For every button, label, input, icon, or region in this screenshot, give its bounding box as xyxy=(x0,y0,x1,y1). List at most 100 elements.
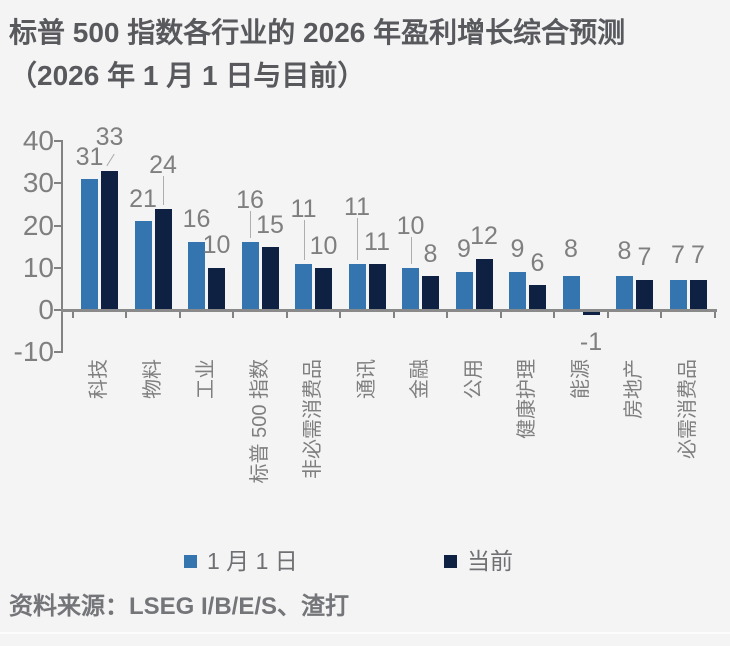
bar-s2-c3 xyxy=(261,246,279,310)
bar-label-s2-c5: 11 xyxy=(364,227,390,256)
x-axis-label-c7: 公用 xyxy=(462,359,485,399)
bar-label-s2-c2: 10 xyxy=(202,230,231,259)
bar-s1-c11 xyxy=(669,280,687,310)
bar-s2-c1 xyxy=(154,208,172,310)
x-axis-label-c0: 科技 xyxy=(88,359,110,399)
x-axis-tick-mark xyxy=(660,309,663,318)
leader-line-s1-c6 xyxy=(410,236,412,264)
y-axis-tick-label-40: 40 xyxy=(22,125,54,156)
leader-line-s1-c5 xyxy=(357,217,358,260)
legend-swatch-jan1-icon xyxy=(184,554,197,568)
x-axis-tick-mark xyxy=(446,309,449,318)
x-axis-tick-mark xyxy=(553,309,556,318)
legend-label-jan1: 1 月 1 日 xyxy=(207,548,298,574)
bar-s1-c4 xyxy=(295,263,312,310)
x-axis-label-c6: 金融 xyxy=(409,359,431,399)
y-axis-tick-mark xyxy=(54,140,61,142)
x-axis-tick-mark xyxy=(285,309,288,318)
x-axis-label-c5: 通讯 xyxy=(355,359,378,399)
bar-s1-c6 xyxy=(402,267,419,310)
y-axis-tick-mark xyxy=(54,309,61,311)
bar-s2-c4 xyxy=(315,267,332,310)
bar-s2-c8 xyxy=(529,284,546,310)
legend-item-jan1: 1 月 1 日 xyxy=(184,549,298,573)
x-axis-label-c2: 工业 xyxy=(195,359,217,399)
bar-s1-c5 xyxy=(348,263,366,310)
y-axis-tick-label-20: 20 xyxy=(22,209,54,241)
leader-line-s2-c0 xyxy=(105,153,115,166)
source-note: 资料来源：LSEG I/B/E/S、渣打 xyxy=(9,593,350,620)
bar-label-s2-c3: 15 xyxy=(256,210,284,239)
x-axis-tick-mark xyxy=(71,309,74,318)
bar-label-s1-c5: 11 xyxy=(344,192,370,221)
x-axis-label-c9: 能源 xyxy=(569,359,592,399)
bar-label-s1-c8: 9 xyxy=(510,234,525,263)
bar-label-s1-c3: 16 xyxy=(236,186,264,215)
bar-label-s1-c2: 16 xyxy=(182,205,211,234)
bar-s1-c9 xyxy=(562,276,580,310)
bar-label-s1-c6: 10 xyxy=(396,211,425,240)
bar-label-s2-c10: 7 xyxy=(637,243,652,272)
x-axis-tick-mark xyxy=(339,309,342,318)
x-axis-tick-mark xyxy=(232,309,235,318)
bar-s2-c10 xyxy=(636,280,653,310)
x-axis-tick-mark xyxy=(178,309,181,318)
bar-label-s2-c8: 6 xyxy=(530,248,545,277)
x-axis-label-c3: 标普 500 指数 xyxy=(248,359,271,484)
x-axis-tick-mark xyxy=(606,309,609,318)
bar-s1-c1 xyxy=(134,221,152,310)
bar-s2-c6 xyxy=(422,276,439,310)
bar-label-s2-c0: 33 xyxy=(95,122,124,151)
bar-label-s2-c6: 8 xyxy=(423,240,438,269)
bar-s1-c3 xyxy=(241,242,259,310)
x-axis-label-c1: 物料 xyxy=(141,359,164,399)
bar-s2-c5 xyxy=(368,263,386,310)
x-axis-tick-mark xyxy=(499,309,502,318)
x-axis-tick-mark xyxy=(713,309,716,318)
bar-label-s2-c9: -1 xyxy=(579,328,603,357)
x-axis-tick-mark xyxy=(125,309,128,318)
y-axis-tick-mark xyxy=(54,351,61,354)
bar-label-s1-c0: 31 xyxy=(75,143,104,172)
x-axis-tick-mark xyxy=(392,309,395,318)
bar-s2-c0 xyxy=(101,170,118,310)
x-axis-label-c11: 必需消费品 xyxy=(676,359,699,459)
legend-label-current: 当前 xyxy=(467,548,513,574)
legend-item-current: 当前 xyxy=(444,549,513,573)
x-axis-label-c8: 健康护理 xyxy=(516,359,538,439)
leader-line-s1-c4 xyxy=(303,219,305,260)
y-axis-line xyxy=(61,140,63,353)
x-axis-label-c10: 房地产 xyxy=(623,359,645,419)
bar-s2-c11 xyxy=(689,280,707,310)
bar-s1-c7 xyxy=(455,271,473,310)
y-axis-tick-label-30: 30 xyxy=(22,167,54,199)
bar-label-s2-c4: 10 xyxy=(309,231,338,260)
bar-s1-c2 xyxy=(188,242,205,310)
leader-line-s1-c3 xyxy=(250,211,251,239)
chart-title-line-1: 标普 500 指数各行业的 2026 年盈利增长综合预测 xyxy=(9,17,626,48)
y-axis-tick-label--10: -10 xyxy=(13,336,54,368)
bar-s2-c2 xyxy=(208,267,225,310)
bar-label-s1-c4: 11 xyxy=(290,194,317,223)
bar-label-s2-c11: 7 xyxy=(691,241,705,270)
x-axis-label-c4: 非必需消费品 xyxy=(302,359,324,479)
bar-s1-c8 xyxy=(509,271,526,310)
chart-title: 标普 500 指数各行业的 2026 年盈利增长综合预测 （2026 年 1 月… xyxy=(9,11,625,97)
leader-line-s2-c1 xyxy=(163,175,164,205)
y-axis-tick-label-0: 0 xyxy=(38,294,54,325)
bar-s1-c0 xyxy=(81,179,98,310)
bar-label-s1-c10: 8 xyxy=(617,237,632,266)
bar-label-s1-c1: 21 xyxy=(129,185,157,214)
chart-title-line-2: （2026 年 1 月 1 日与目前） xyxy=(9,60,366,91)
bar-s2-c9 xyxy=(582,311,600,316)
bar-label-s1-c11: 7 xyxy=(671,241,685,270)
bar-label-s1-c9: 8 xyxy=(564,235,578,264)
y-axis-tick-mark xyxy=(54,182,61,185)
bottom-divider xyxy=(0,632,730,634)
bar-label-s2-c1: 24 xyxy=(149,150,177,179)
bar-label-s1-c7: 9 xyxy=(457,234,471,263)
bar-s2-c7 xyxy=(475,259,493,310)
y-axis-tick-label-10: 10 xyxy=(22,251,54,283)
bar-label-s2-c7: 12 xyxy=(470,222,498,251)
